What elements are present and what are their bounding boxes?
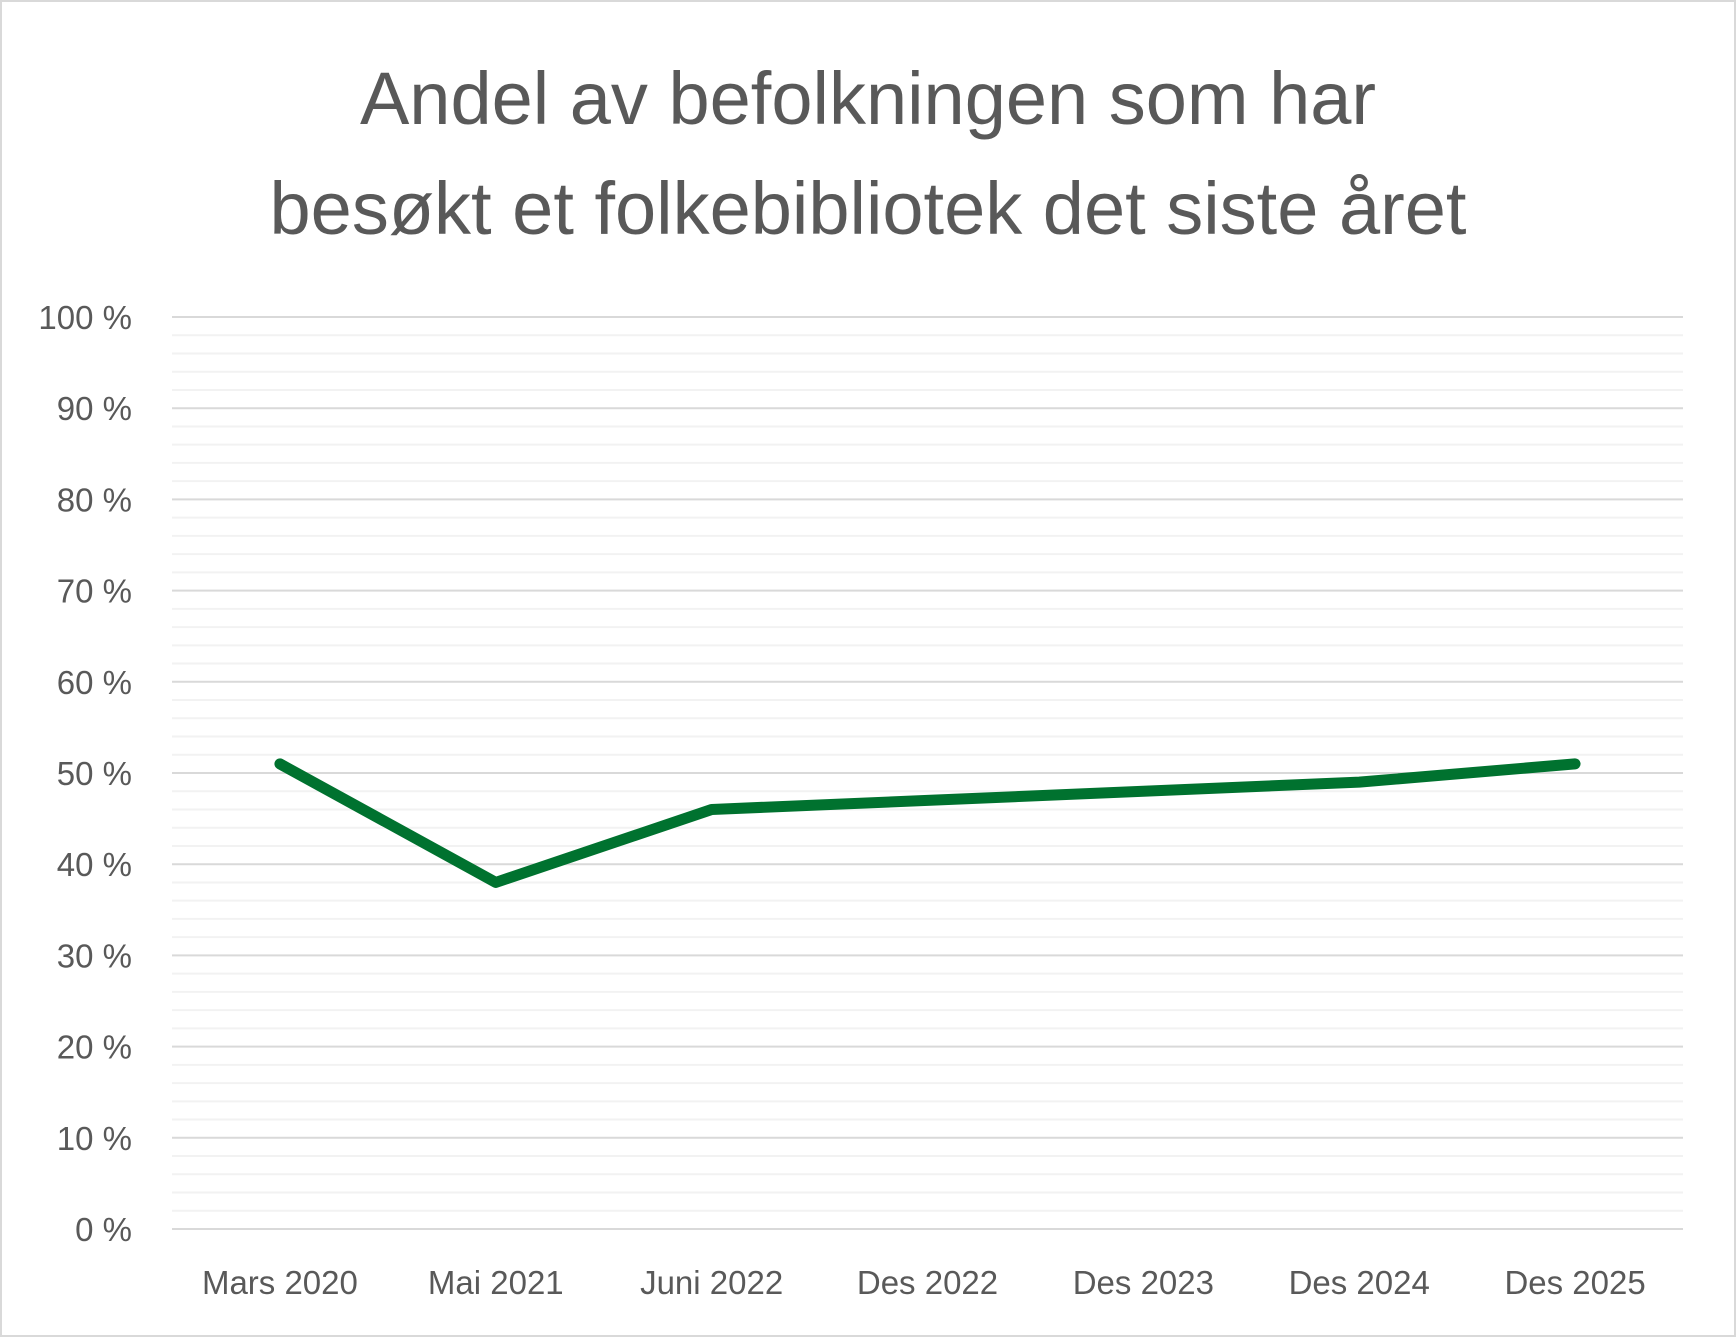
x-tick-label: Des 2025 [1504,1264,1645,1301]
y-tick-label: 100 % [38,299,132,336]
y-tick-label: 90 % [57,390,132,427]
y-tick-label: 40 % [57,846,132,883]
x-tick-label: Mars 2020 [202,1264,358,1301]
y-tick-label: 60 % [57,664,132,701]
y-tick-label: 80 % [57,481,132,518]
x-tick-label: Des 2022 [857,1264,998,1301]
y-tick-label: 50 % [57,755,132,792]
y-tick-label: 70 % [57,573,132,610]
x-tick-label: Des 2024 [1289,1264,1430,1301]
y-tick-label: 20 % [57,1029,132,1066]
y-tick-label: 30 % [57,937,132,974]
chart-title-line-2: besøkt et folkebibliotek det siste året [269,167,1467,250]
x-tick-label: Des 2023 [1073,1264,1214,1301]
y-tick-label: 10 % [57,1120,132,1157]
chart-title-line-1: Andel av befolkningen som har [359,57,1377,140]
x-tick-label: Mai 2021 [428,1264,564,1301]
y-tick-label: 0 % [75,1211,132,1248]
x-tick-label: Juni 2022 [640,1264,783,1301]
